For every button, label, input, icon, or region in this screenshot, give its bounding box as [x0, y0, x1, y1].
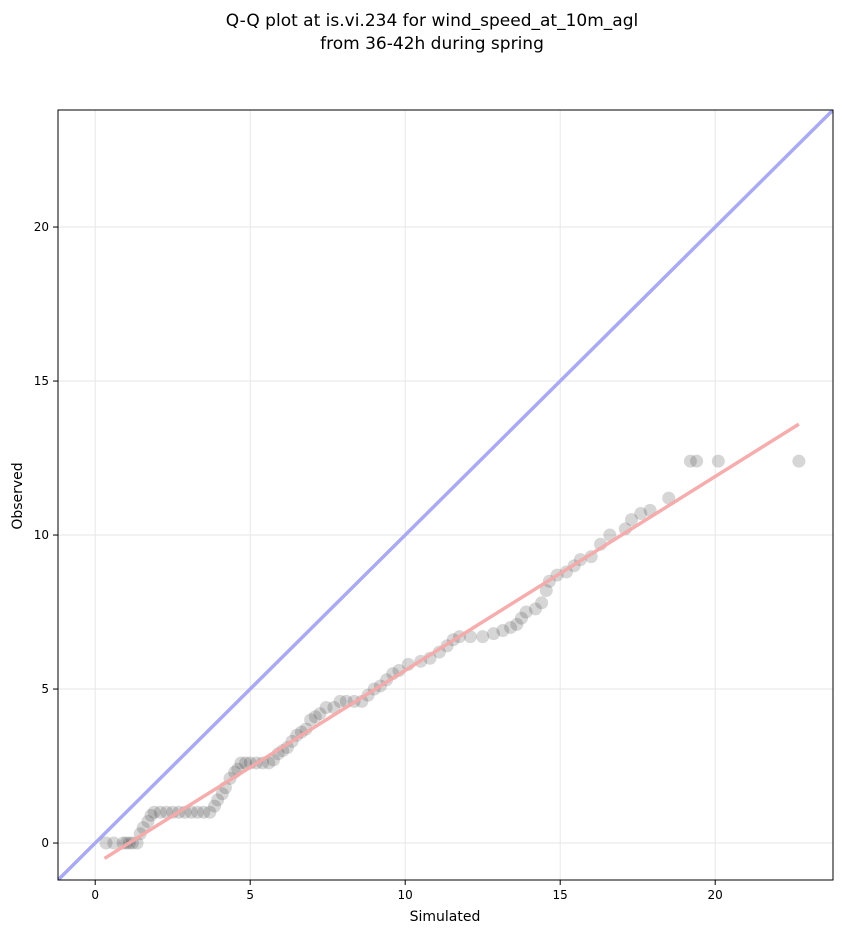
x-tick-label: 5 [246, 888, 254, 902]
data-point [313, 707, 327, 721]
fit-line-group [103, 422, 800, 860]
y-tick-label: 15 [34, 374, 49, 388]
data-point [203, 805, 217, 819]
data-point [144, 808, 158, 822]
data-point [662, 491, 676, 505]
chart-title: Q-Q plot at is.vi.234 for wind_speed_at_… [226, 11, 638, 31]
data-point [234, 756, 248, 770]
data-point [333, 694, 347, 708]
data-point [711, 454, 725, 468]
x-tick-label: 15 [553, 888, 568, 902]
data-point [319, 701, 333, 715]
y-tick-label: 20 [34, 220, 49, 234]
data-point [535, 596, 549, 610]
data-point [191, 805, 204, 819]
data-point [141, 814, 155, 828]
x-tick-label: 10 [398, 888, 413, 902]
data-point [625, 513, 638, 527]
data-point [539, 583, 553, 597]
data-point [476, 630, 490, 644]
data-point [528, 602, 542, 616]
data-point [327, 701, 341, 715]
data-point [99, 836, 113, 850]
data-point [215, 787, 229, 801]
grid-lines [58, 110, 833, 880]
data-point [690, 454, 704, 468]
data-point [519, 605, 533, 619]
identity-line [58, 110, 833, 880]
data-point [603, 528, 617, 542]
y-tick-label: 5 [41, 682, 49, 696]
y-axis-label: Observed [10, 462, 26, 529]
data-point [211, 793, 225, 807]
x-tick-label: 0 [91, 888, 99, 902]
data-point [147, 805, 161, 819]
data-point [634, 506, 648, 520]
data-point [514, 611, 528, 625]
data-point [792, 454, 806, 468]
identity-line-group [58, 110, 833, 880]
data-point [153, 805, 167, 819]
data-point [496, 624, 510, 638]
fit-line [103, 422, 800, 860]
plot-frame [57, 109, 834, 881]
data-point [308, 710, 322, 724]
axis-ticks: 0 5 10 15 20 0 5 10 15 20 [34, 220, 723, 902]
data-point [510, 617, 524, 631]
data-point [304, 713, 318, 727]
chart-subtitle: from 36-42h during spring [320, 34, 544, 54]
x-axis-label: Simulated [410, 909, 481, 925]
data-point [184, 805, 198, 819]
data-point [504, 620, 518, 634]
data-points-group [99, 454, 806, 850]
y-tick-label: 0 [41, 836, 49, 850]
x-tick-label: 20 [708, 888, 723, 902]
y-tick-label: 10 [34, 528, 49, 542]
data-point [160, 805, 173, 819]
data-point [197, 805, 211, 819]
data-point [683, 454, 697, 468]
data-point [487, 627, 501, 641]
data-point [107, 836, 121, 850]
data-point [208, 799, 222, 813]
